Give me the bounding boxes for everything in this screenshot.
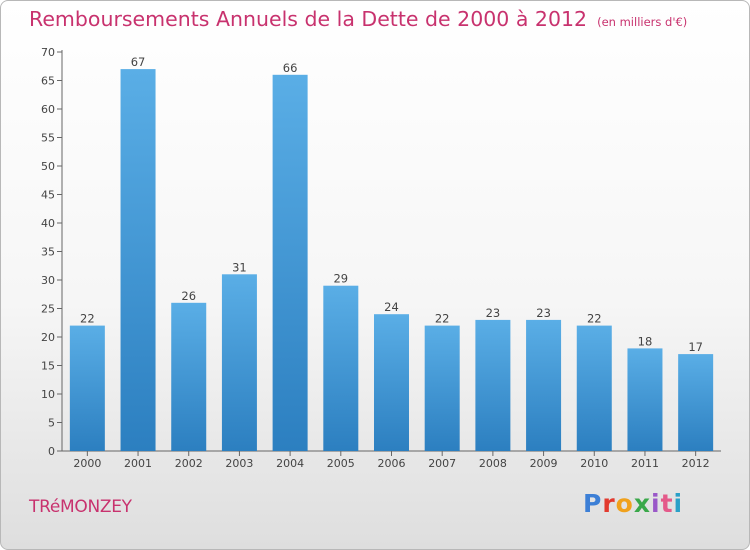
bar xyxy=(120,69,156,451)
x-tick-label: 2009 xyxy=(530,457,558,470)
x-tick-label: 2011 xyxy=(631,457,659,470)
bar xyxy=(627,348,663,451)
y-tick-label: 45 xyxy=(41,189,55,202)
y-tick-label: 60 xyxy=(41,103,55,116)
logo-letter: i xyxy=(651,489,661,518)
proxiti-logo: Proxiti xyxy=(583,489,683,518)
x-tick-label: 2003 xyxy=(225,457,253,470)
bar xyxy=(678,354,714,451)
bar xyxy=(475,319,511,451)
data-label: 26 xyxy=(181,289,196,303)
y-tick-label: 15 xyxy=(41,360,55,373)
y-tick-label: 35 xyxy=(41,246,55,259)
chart-title: Remboursements Annuels de la Dette de 20… xyxy=(29,7,687,31)
y-tick-label: 70 xyxy=(41,46,55,59)
y-tick-label: 50 xyxy=(41,160,55,173)
x-tick-label: 2000 xyxy=(73,457,101,470)
bar xyxy=(323,285,359,451)
data-label: 66 xyxy=(283,61,298,75)
x-tick-label: 2012 xyxy=(682,457,710,470)
data-label: 17 xyxy=(688,340,703,354)
data-label: 31 xyxy=(232,260,247,274)
x-tick-label: 2002 xyxy=(175,457,203,470)
data-label: 67 xyxy=(131,55,146,69)
data-label: 29 xyxy=(333,272,348,286)
data-label: 18 xyxy=(638,334,653,348)
commune-name: TRéMONZEY xyxy=(29,497,132,517)
y-tick-label: 25 xyxy=(41,303,55,316)
y-tick-label: 55 xyxy=(41,132,55,145)
bar xyxy=(576,325,612,451)
x-tick-label: 2004 xyxy=(276,457,304,470)
chart-unit: (en milliers d'€) xyxy=(597,15,688,29)
data-label: 22 xyxy=(435,312,450,326)
logo-letter: o xyxy=(615,489,634,518)
logo-letter: x xyxy=(633,489,651,518)
logo-letter: i xyxy=(673,489,684,518)
x-tick-label: 2005 xyxy=(327,457,355,470)
bar xyxy=(424,325,460,451)
x-tick-label: 2010 xyxy=(580,457,608,470)
data-label: 22 xyxy=(587,312,602,326)
y-tick-label: 10 xyxy=(41,388,55,401)
bar xyxy=(171,302,207,451)
data-label: 23 xyxy=(536,306,551,320)
bar xyxy=(272,74,308,452)
data-label: 23 xyxy=(486,306,501,320)
bar xyxy=(374,314,409,451)
y-tick-label: 20 xyxy=(41,331,55,344)
y-tick-label: 0 xyxy=(48,445,55,458)
y-tick-label: 65 xyxy=(41,75,55,88)
logo-letter: P xyxy=(583,489,603,518)
x-tick-label: 2007 xyxy=(428,457,456,470)
bar xyxy=(69,325,105,451)
bar xyxy=(221,274,257,451)
y-tick-label: 30 xyxy=(41,274,55,287)
x-tick-label: 2006 xyxy=(378,457,406,470)
logo-letter: t xyxy=(660,489,674,518)
y-tick-label: 5 xyxy=(48,417,55,430)
chart-title-text: Remboursements Annuels de la Dette de 20… xyxy=(29,7,588,31)
x-tick-label: 2001 xyxy=(124,457,152,470)
x-tick-label: 2008 xyxy=(479,457,507,470)
bar xyxy=(526,319,562,451)
logo-letter: r xyxy=(602,489,616,518)
data-label: 22 xyxy=(80,312,95,326)
y-tick-label: 40 xyxy=(41,217,55,230)
data-label: 24 xyxy=(384,300,399,314)
